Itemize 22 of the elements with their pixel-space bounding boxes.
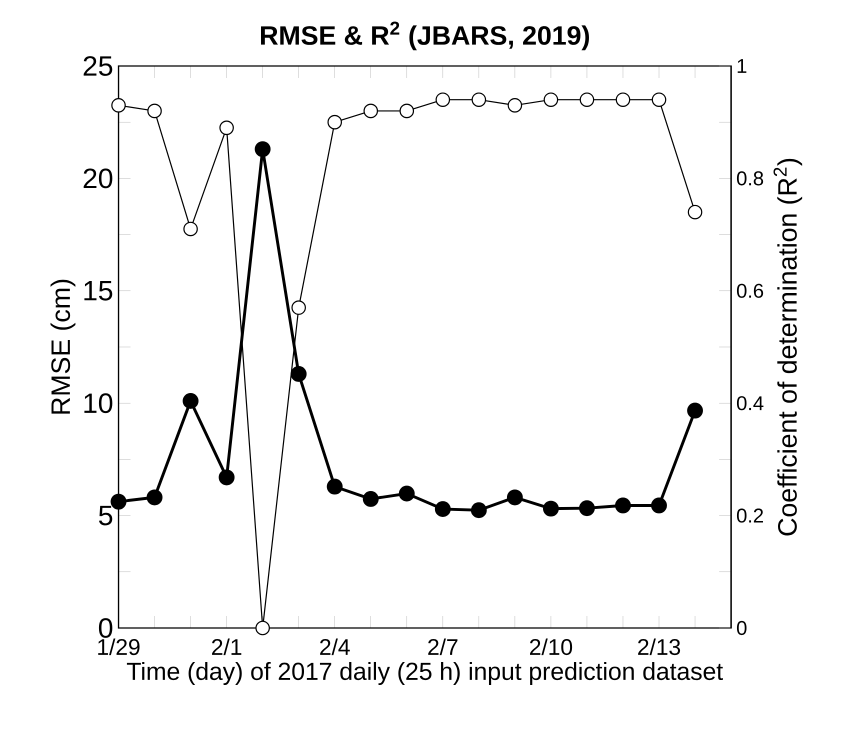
- y2-tick-label: 0.2: [736, 508, 763, 523]
- chart-title: RMSE & R$^{2}$ (JBARS, 2019): [261, 22, 589, 50]
- x-tick-label: 2/1: [212, 638, 242, 656]
- y-tick-label: 25: [84, 56, 112, 76]
- y2-tick-label: 0.8: [736, 171, 764, 186]
- y-tick-label: 15: [84, 281, 112, 301]
- x-tick-label: 2/4: [320, 638, 350, 656]
- y-tick-label: 5: [98, 506, 112, 526]
- y-tick-label: 10: [84, 393, 112, 414]
- x-tick-label: 2/7: [428, 638, 458, 656]
- y2-tick-label: 1: [738, 59, 746, 73]
- y2-axis-title: Coefficient of determination (R$^{2}$): [774, 158, 802, 536]
- x-tick-label: 1/29: [98, 638, 140, 656]
- y-tick-label: 0: [98, 618, 112, 638]
- x-axis-title: Time (day) of 2017 daily (25 h) input prediction dataset: [126, 662, 723, 685]
- y2-tick-label: 0.4: [736, 396, 764, 410]
- y-tick-label: 20: [84, 168, 112, 188]
- y-axis-title: RMSE (cm): [50, 280, 76, 414]
- x-tick-label: 2/10: [530, 638, 572, 656]
- y2-tick-label: 0.6: [736, 284, 764, 298]
- x-tick-label: 2/13: [638, 638, 680, 656]
- y2-tick-label: 0: [736, 620, 747, 636]
